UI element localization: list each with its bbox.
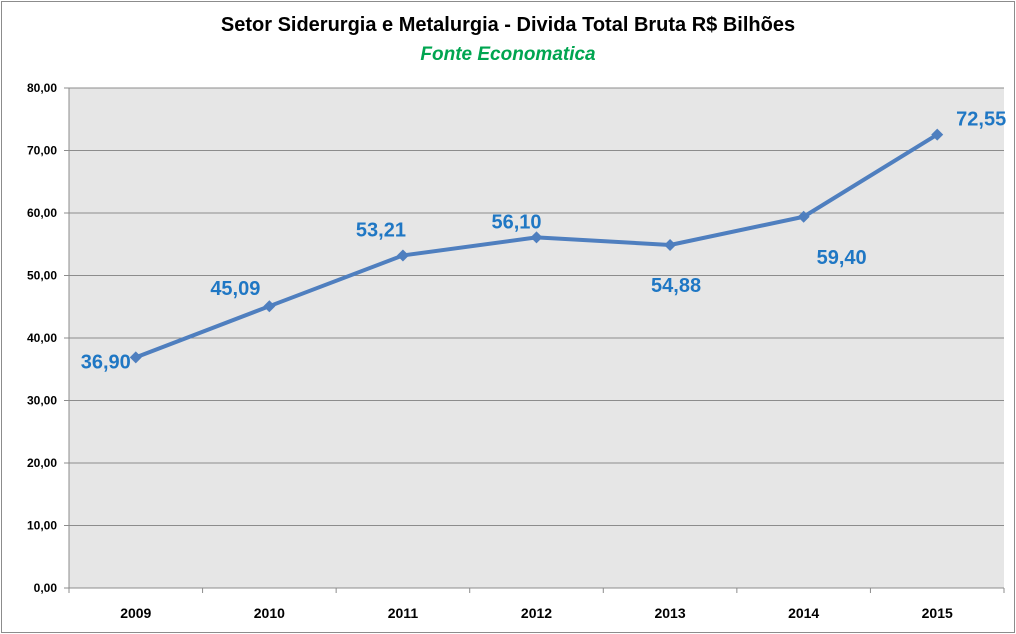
y-tick-label: 10,00	[27, 519, 57, 533]
chart-title: Setor Siderurgia e Metalurgia - Divida T…	[220, 14, 796, 36]
data-point-marker	[664, 239, 677, 251]
data-point-marker	[263, 300, 276, 313]
data-point-marker	[931, 128, 944, 141]
data-point-marker	[797, 210, 810, 223]
y-tick-label: 30,00	[27, 394, 57, 408]
data-point-marker	[129, 351, 142, 364]
data-label: 56,10	[491, 211, 541, 233]
y-tick-label: 40,00	[27, 331, 57, 345]
data-label: 45,09	[210, 278, 260, 300]
data-point-marker	[530, 231, 543, 244]
data-label: 53,21	[356, 219, 406, 241]
x-tick-label: 2009	[120, 605, 151, 621]
x-tick-label: 2015	[922, 605, 953, 621]
data-label: 36,90	[81, 351, 131, 373]
y-tick-label: 70,00	[27, 144, 57, 158]
y-tick-label: 80,00	[27, 81, 57, 95]
x-tick-label: 2010	[254, 605, 285, 621]
data-label: 72,55	[956, 109, 1006, 131]
y-tick-label: 60,00	[27, 206, 57, 220]
data-point-marker	[396, 249, 409, 262]
y-tick-label: 50,00	[27, 269, 57, 283]
x-tick-label: 2012	[521, 605, 552, 621]
x-tick-label: 2014	[788, 605, 819, 621]
chart-subtitle: Fonte Economatica	[420, 44, 596, 65]
data-label: 54,88	[651, 275, 701, 297]
y-tick-label: 20,00	[27, 456, 57, 470]
x-tick-label: 2013	[654, 605, 685, 621]
data-label: 59,40	[817, 247, 867, 269]
x-tick-label: 2011	[388, 605, 419, 621]
y-tick-label: 0,00	[34, 581, 58, 595]
